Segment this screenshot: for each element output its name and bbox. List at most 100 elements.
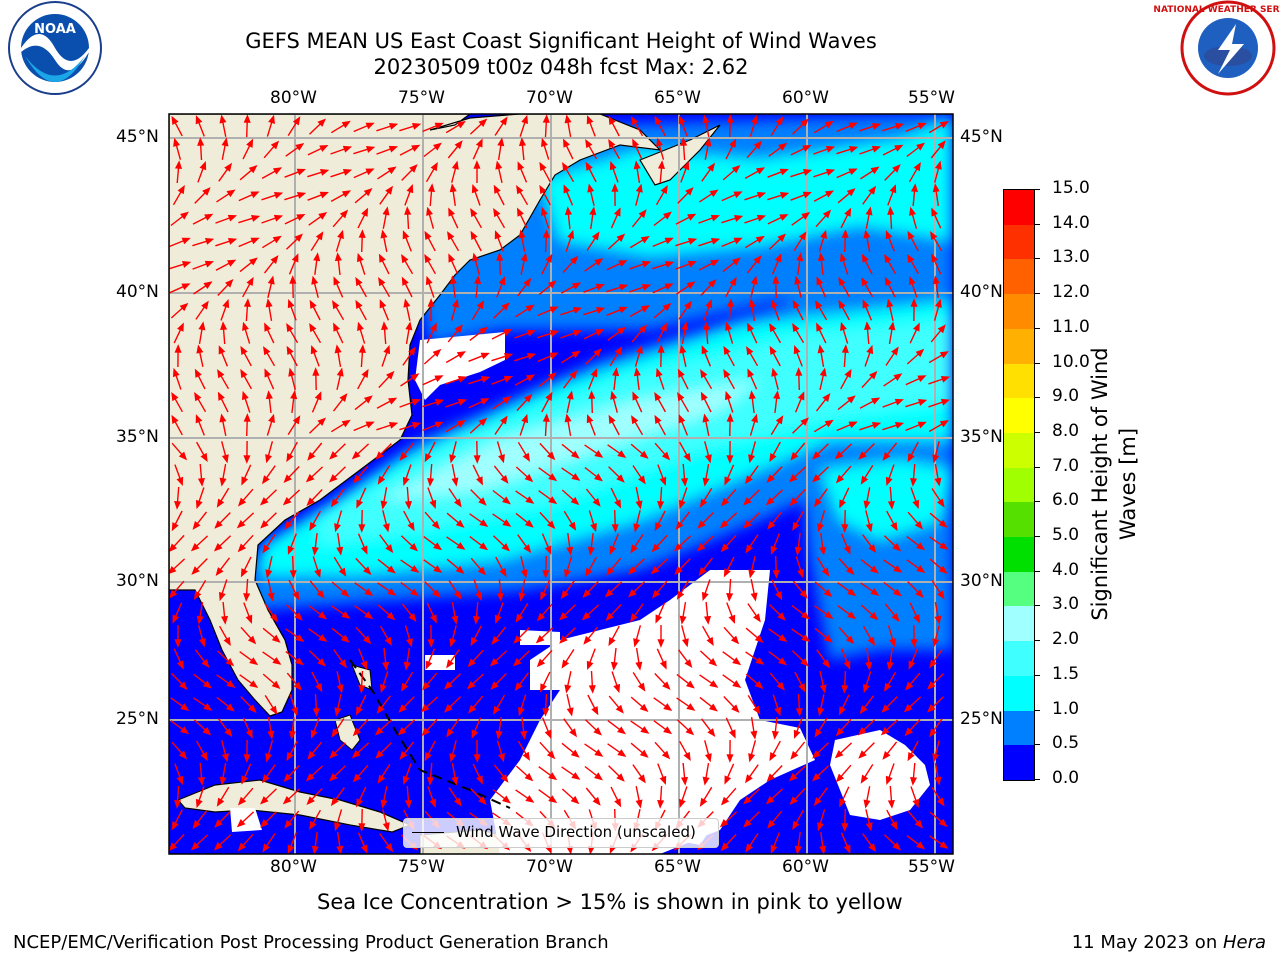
- wave-arrow-head: [821, 567, 830, 577]
- colorbar-segment: [1004, 398, 1034, 433]
- wave-arrow-head: [934, 776, 942, 786]
- wave-arrow-head: [665, 261, 675, 268]
- wave-arrow-head: [594, 772, 603, 781]
- wave-arrow-head: [196, 615, 204, 625]
- wave-arrow-head: [424, 752, 432, 762]
- wave-arrow-head: [709, 189, 719, 198]
- wave-arrow-head: [341, 190, 352, 198]
- wave-arrow-head: [839, 252, 847, 263]
- wave-arrow-head: [654, 391, 662, 402]
- wave-arrow-head: [500, 773, 509, 783]
- wave-arrow-head: [260, 796, 269, 805]
- wave-arrow-head: [192, 521, 201, 530]
- wave-arrow-head: [863, 683, 870, 694]
- wave-arrow-head: [296, 168, 306, 176]
- colorbar-segment: [1004, 745, 1034, 780]
- wave-arrow-head: [746, 346, 754, 356]
- wave-arrow-head: [675, 521, 684, 530]
- wave-arrow-head: [318, 634, 328, 642]
- wave-arrow-head: [502, 396, 512, 404]
- wave-arrow-head: [698, 567, 707, 576]
- wave-arrow-head: [424, 253, 432, 264]
- wave-arrow-head: [456, 420, 466, 428]
- colorbar-segment: [1004, 641, 1034, 676]
- wave-arrow-head: [388, 145, 398, 153]
- wave-arrow-head: [936, 797, 945, 807]
- wave-arrow-head: [171, 391, 179, 402]
- wave-arrow-head: [494, 614, 502, 625]
- wave-arrow-head: [434, 421, 444, 429]
- wave-arrow-head: [659, 476, 667, 486]
- wave-arrow-head: [934, 615, 942, 625]
- wave-arrow-head: [540, 591, 547, 601]
- wave-arrow-head: [755, 657, 765, 665]
- wave-arrow-head: [540, 683, 547, 693]
- wave-arrow-head: [526, 352, 537, 360]
- wave-arrow-head: [366, 146, 376, 153]
- wave-arrow-head: [816, 276, 824, 286]
- wave-arrow-head: [363, 395, 373, 404]
- wave-arrow-head: [491, 635, 500, 645]
- wave-arrow-head: [172, 367, 180, 378]
- wave-arrow-head: [548, 473, 558, 482]
- wave-arrow-head: [812, 451, 821, 460]
- wave-arrow-head: [732, 680, 742, 689]
- wave-arrow-head: [767, 819, 776, 829]
- wave-arrow-head: [265, 569, 273, 579]
- wave-arrow-head: [264, 322, 271, 332]
- wave-arrow-head: [814, 728, 823, 738]
- wave-arrow-head: [268, 413, 275, 423]
- wave-arrow-head: [477, 566, 486, 576]
- wave-arrow-head: [917, 375, 927, 383]
- wave-arrow-head: [456, 120, 466, 129]
- wave-arrow-head: [704, 454, 712, 464]
- wave-arrow-head: [641, 260, 652, 268]
- wave-arrow-head: [858, 750, 867, 759]
- wave-arrow-head: [867, 636, 875, 646]
- wave-arrow-head: [219, 477, 227, 487]
- lon-label-top: 60°W: [782, 88, 829, 108]
- wave-arrow-head: [636, 344, 643, 354]
- wave-arrow-head: [595, 307, 606, 314]
- wave-arrow-head: [334, 344, 342, 354]
- wave-arrow-head: [678, 115, 686, 125]
- wave-arrow-head: [518, 592, 526, 602]
- wave-arrow-head: [493, 184, 501, 194]
- wave-arrow-head: [202, 187, 211, 196]
- colorbar-tick-mark: [1034, 362, 1040, 364]
- wave-arrow-head: [535, 634, 545, 644]
- wave-arrow-head: [476, 775, 483, 785]
- wave-arrow-head: [819, 684, 827, 694]
- wave-arrow-head: [223, 636, 231, 647]
- wave-arrow-head: [382, 523, 390, 533]
- wave-arrow-head: [631, 116, 639, 126]
- wave-arrow-head: [704, 137, 712, 147]
- wave-arrow-head: [204, 238, 215, 245]
- wave-arrow-head: [657, 160, 666, 170]
- wave-arrow-head: [172, 614, 180, 624]
- wave-arrow-head: [498, 276, 506, 286]
- wave-arrow-head: [545, 391, 553, 401]
- wave-arrow-head: [296, 192, 307, 199]
- wave-arrow-head: [570, 749, 580, 758]
- wave-arrow-head: [249, 680, 259, 689]
- wave-arrow-head: [838, 276, 846, 287]
- wave-arrow-head: [268, 114, 275, 124]
- wave-arrow-head: [377, 774, 386, 784]
- wave-arrow-head: [870, 166, 880, 175]
- wave-arrow-head: [841, 229, 849, 238]
- wave-arrow-head: [311, 275, 319, 285]
- wave-arrow-head: [307, 451, 316, 461]
- wave-arrow-head: [425, 275, 433, 286]
- wave-arrow-head: [932, 454, 940, 464]
- wave-arrow-head: [471, 729, 479, 739]
- wave-arrow-head: [659, 660, 667, 670]
- wave-arrow-head: [673, 543, 683, 552]
- wave-arrow-head: [361, 368, 369, 379]
- wave-arrow-head: [918, 399, 928, 406]
- lon-label-top: 75°W: [398, 88, 445, 108]
- wave-arrow-head: [571, 772, 581, 780]
- wave-arrow-head: [586, 115, 594, 125]
- wave-arrow-head: [733, 191, 743, 199]
- wave-arrow-head: [801, 211, 811, 220]
